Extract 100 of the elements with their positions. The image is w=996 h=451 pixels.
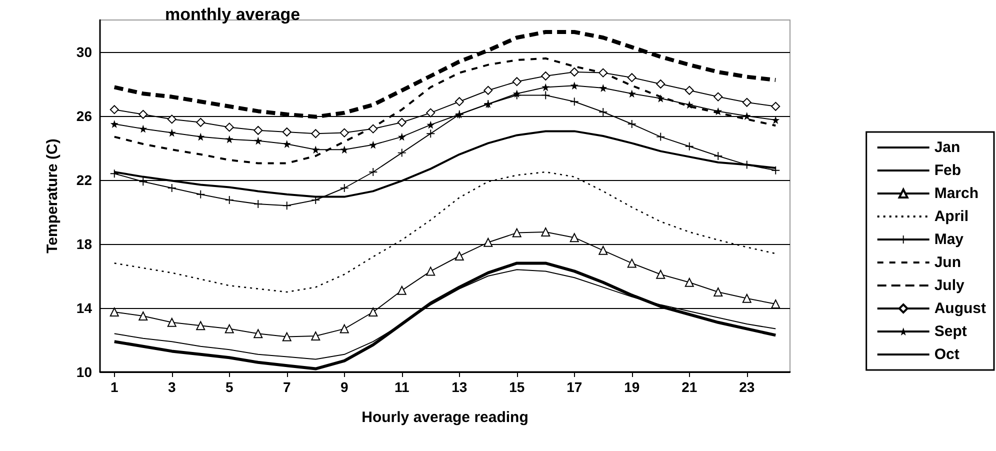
point — [542, 91, 550, 100]
point — [714, 107, 722, 116]
point — [254, 126, 263, 135]
y-tick-label: 30 — [76, 44, 92, 60]
point — [599, 108, 608, 116]
point — [484, 238, 493, 247]
point — [541, 72, 550, 80]
point — [742, 98, 752, 107]
point — [311, 332, 320, 340]
point — [224, 122, 234, 132]
point — [570, 98, 578, 106]
point — [512, 77, 522, 86]
point — [656, 132, 665, 141]
point — [254, 200, 262, 208]
x-tick-label: 19 — [624, 379, 640, 395]
point — [369, 140, 378, 149]
point — [656, 80, 666, 88]
x-tick-label: 9 — [340, 379, 348, 395]
point — [139, 124, 148, 133]
x-axis-title: Hourly average reading — [362, 409, 528, 426]
point — [628, 90, 636, 98]
legend-label: Feb — [934, 162, 962, 179]
point — [225, 196, 234, 204]
point — [138, 110, 148, 119]
point — [398, 148, 406, 157]
point — [454, 97, 464, 106]
point — [138, 312, 148, 320]
x-tick-label: 7 — [282, 379, 291, 395]
point — [570, 82, 578, 90]
x-tick-label: 15 — [509, 379, 525, 395]
x-tick-label: 5 — [225, 379, 234, 395]
x-tick-label: 13 — [452, 379, 468, 395]
point — [484, 86, 493, 95]
point — [254, 329, 263, 338]
legend-label: July — [934, 277, 966, 294]
point — [570, 68, 579, 76]
y-tick-label: 26 — [76, 108, 92, 124]
point — [196, 132, 205, 141]
point — [282, 140, 291, 148]
point — [627, 73, 636, 82]
legend-label: Jun — [934, 254, 962, 271]
point — [685, 142, 694, 150]
point — [196, 118, 206, 127]
point — [628, 120, 636, 128]
point — [426, 108, 436, 118]
point — [426, 120, 435, 129]
point — [110, 120, 118, 128]
point — [398, 132, 406, 141]
point — [312, 146, 320, 154]
point — [167, 114, 176, 124]
point — [397, 118, 406, 127]
point — [772, 166, 780, 174]
legend-label: March — [934, 185, 979, 202]
x-tick-label: 23 — [739, 379, 755, 395]
point — [599, 84, 608, 92]
legend-label: May — [934, 231, 964, 248]
point — [714, 92, 723, 102]
point — [772, 116, 780, 124]
point — [196, 321, 206, 330]
point — [627, 258, 636, 268]
point — [311, 129, 320, 138]
legend-label: April — [934, 208, 969, 225]
point — [110, 308, 119, 316]
point — [771, 102, 780, 111]
point — [685, 100, 694, 109]
point — [771, 300, 780, 308]
y-tick-label: 22 — [76, 172, 92, 188]
point — [454, 252, 464, 260]
y-tick-label: 10 — [76, 364, 92, 380]
point — [168, 128, 176, 137]
point — [340, 184, 348, 192]
legend-label: Oct — [934, 346, 960, 363]
point — [225, 135, 234, 144]
point — [139, 178, 148, 186]
point — [168, 184, 176, 192]
point — [340, 128, 349, 138]
point — [167, 318, 176, 327]
point — [254, 136, 262, 145]
point — [397, 286, 406, 295]
x-tick-label: 17 — [566, 379, 582, 395]
point — [742, 294, 752, 303]
point — [684, 86, 694, 95]
y-tick-label: 14 — [76, 300, 92, 316]
point — [714, 152, 722, 160]
point — [368, 124, 378, 134]
point — [282, 202, 291, 210]
y-axis-title: Temperature (C) — [44, 138, 61, 254]
legend-label: Jan — [934, 139, 960, 156]
point — [742, 160, 751, 169]
point — [340, 146, 348, 154]
legend-label: Sept — [934, 323, 967, 340]
point — [369, 168, 378, 176]
point — [656, 270, 666, 279]
point — [110, 170, 118, 178]
x-tick-label: 21 — [682, 379, 698, 395]
point — [512, 228, 522, 238]
point — [340, 324, 349, 334]
annotation: monthly average — [165, 5, 300, 24]
point — [282, 332, 292, 342]
point — [282, 128, 292, 136]
